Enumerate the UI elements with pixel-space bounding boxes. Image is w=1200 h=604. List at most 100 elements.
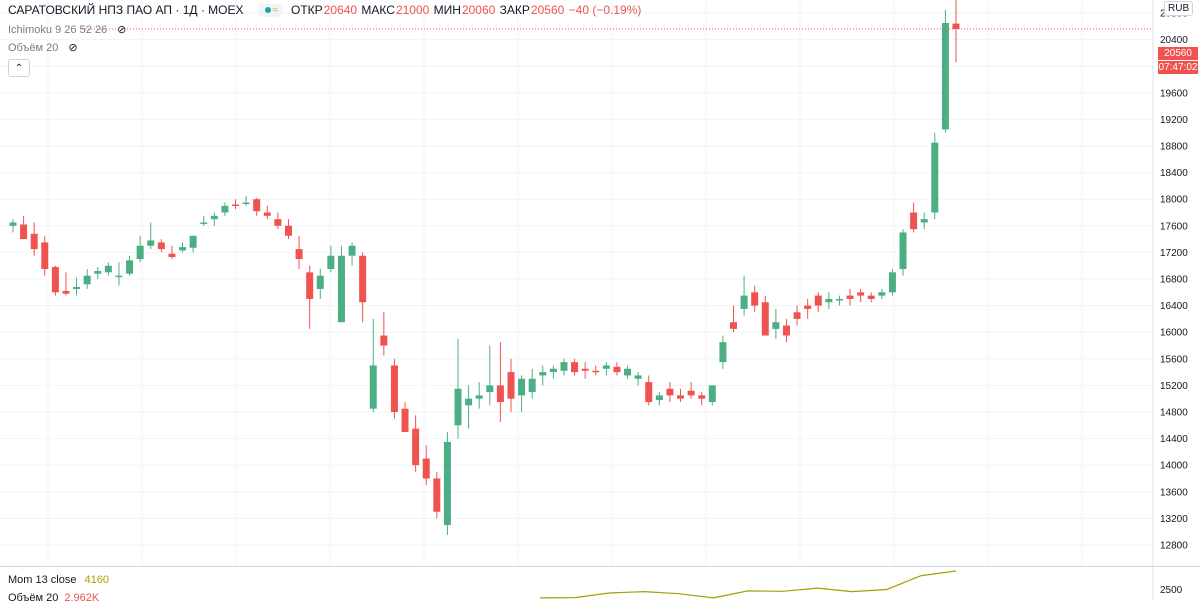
candle-body	[475, 395, 483, 399]
high-value: 21000	[395, 3, 430, 17]
candle-body	[560, 362, 568, 371]
candle-body	[613, 366, 621, 373]
market-status-icon	[264, 7, 271, 13]
candle-body	[83, 275, 91, 285]
ichimoku-indicator[interactable]: Ichimoku 9 26 52 26 ⊘	[8, 23, 127, 37]
candle-body	[814, 295, 822, 306]
candle-body	[210, 215, 218, 220]
candle-body	[486, 385, 494, 393]
candle-body	[348, 245, 356, 256]
candle-body	[507, 372, 515, 399]
candle-body	[539, 372, 547, 376]
price-tick-label: 13200	[1160, 514, 1188, 525]
candle-body	[30, 233, 38, 250]
candle-body	[200, 222, 208, 224]
candle-body	[412, 428, 420, 466]
currency-badge[interactable]: RUB	[1164, 1, 1194, 16]
candle-body	[380, 335, 388, 346]
momentum-axis-tick: 2500	[1160, 585, 1183, 596]
candle-body	[910, 212, 918, 230]
symbol-title[interactable]: САРАТОВСКИЙ НПЗ ПАО АП · 1Д · MOEX	[8, 3, 244, 17]
price-tick-label: 14000	[1160, 461, 1188, 472]
price-tick-label: 12800	[1160, 541, 1188, 552]
candle-body	[168, 253, 176, 258]
price-tick-label: 19600	[1160, 88, 1188, 99]
candle-body	[708, 385, 716, 403]
candle-body	[62, 290, 70, 294]
candle-body	[592, 370, 600, 373]
candle-body	[941, 22, 949, 130]
price-tick-label: 16800	[1160, 275, 1188, 286]
high-label: МАКС	[361, 3, 395, 17]
open-value: 20640	[323, 3, 358, 17]
candle-body	[422, 458, 430, 479]
candle-body	[888, 272, 896, 293]
candle-body	[316, 275, 324, 289]
candle-body	[136, 245, 144, 260]
candle-body	[666, 388, 674, 396]
ohlc-values: ОТКР20640 МАКС21000 МИН20060 ЗАКР20560 −…	[291, 3, 642, 17]
candle-body	[390, 365, 398, 412]
countdown-tag: 07:47:02	[1158, 61, 1198, 74]
eye-hidden-icon[interactable]: ⊘	[68, 42, 78, 54]
candle-body	[9, 222, 17, 226]
price-tick-label: 14800	[1160, 408, 1188, 419]
candle-body	[899, 232, 907, 270]
price-tick-label: 19200	[1160, 115, 1188, 126]
candle-body	[878, 292, 886, 296]
candle-body	[253, 199, 261, 212]
eye-hidden-icon[interactable]: ⊘	[117, 24, 127, 36]
candle-body	[793, 312, 801, 319]
price-axis[interactable]: 2080020400200001960019200188001840018000…	[1160, 9, 1188, 552]
candle-body	[306, 272, 314, 299]
candle-body	[549, 368, 557, 373]
candle-body	[920, 219, 928, 223]
candle-body	[295, 249, 303, 260]
candle-body	[337, 255, 345, 323]
candle-body	[835, 298, 843, 301]
price-tick-label: 13600	[1160, 487, 1188, 498]
momentum-legend[interactable]: Mom 13 close 4160	[8, 574, 109, 586]
price-tick-label: 14400	[1160, 434, 1188, 445]
candle-body	[359, 255, 367, 303]
candle-body	[263, 212, 271, 216]
momentum-value: 4160	[84, 574, 109, 586]
candle-body	[20, 224, 28, 240]
candle-body	[581, 368, 589, 371]
candle-body	[242, 202, 250, 205]
candle-body	[740, 295, 748, 309]
candle-body	[179, 247, 187, 251]
candle-body	[782, 325, 790, 336]
close-label: ЗАКР	[499, 3, 530, 17]
candle-body	[401, 408, 409, 432]
candle-body	[867, 295, 875, 299]
collapse-legend-button[interactable]: ⌃	[8, 59, 30, 77]
candle-body	[931, 142, 939, 213]
price-tick-label: 18000	[1160, 195, 1188, 206]
price-tick-label: 18800	[1160, 142, 1188, 153]
candle-body	[645, 382, 653, 403]
candle-body	[571, 362, 579, 373]
candle-body	[624, 368, 632, 376]
volume2-label: Объём 20	[8, 592, 59, 604]
candle-body	[454, 388, 462, 426]
candle-body	[952, 23, 960, 29]
price-tick-label: 15600	[1160, 354, 1188, 365]
candle-body	[284, 225, 292, 236]
candle-body	[677, 395, 685, 399]
candle-body	[857, 292, 865, 296]
candle-body	[433, 478, 441, 512]
candle-body	[751, 292, 759, 306]
volume-indicator[interactable]: Объём 20 ⊘	[8, 41, 78, 55]
candle-body	[518, 378, 526, 396]
candle-body	[232, 204, 240, 207]
volume2-value: 2.962K	[64, 592, 100, 604]
candle-body	[115, 275, 123, 278]
candle-body	[602, 365, 610, 369]
status-indicator[interactable]: ≈	[257, 3, 284, 17]
candle-body	[655, 395, 663, 401]
volume2-legend[interactable]: Объём 20 2.962K	[8, 592, 99, 604]
price-tick-label: 15200	[1160, 381, 1188, 392]
candlestick-series	[9, 0, 960, 536]
